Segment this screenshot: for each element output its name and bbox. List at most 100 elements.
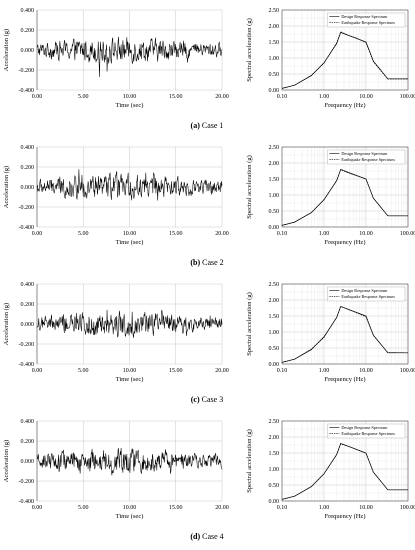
response-spectrum-chart-c: 2.50 2.00 1.50 1.00 0.50 0.000.10 1.00 10.00 100… (246, 282, 415, 383)
acceleration-trace (36, 36, 223, 77)
y-tick-label: 0.00 (269, 362, 280, 368)
y-axis-title: Spectral acceleration (g) (246, 429, 253, 493)
panel-caption: (c) Case 3 (191, 395, 223, 404)
y-tick-label: 1.00 (269, 56, 280, 62)
x-tick-label: 10.00 (123, 94, 137, 100)
y-tick-label: 0.00 (269, 225, 280, 231)
y-tick-label: -0.200 (19, 479, 35, 485)
legend-label: Design Response Spectrum (341, 425, 388, 430)
y-axis-title: Acceleration (g) (3, 166, 10, 208)
x-tick-label: 100.00 (400, 231, 415, 237)
y-axis-title: Acceleration (g) (3, 303, 10, 345)
x-tick-label: 10.00 (123, 231, 137, 237)
legend-box (327, 12, 406, 28)
panel-caption: (a) Case 1 (191, 121, 224, 130)
x-tick-label: 15.00 (169, 505, 183, 511)
x-tick-label: 0.00 (32, 368, 43, 374)
y-tick-label: 0.400 (21, 8, 35, 14)
y-tick-label: 0.000 (21, 48, 35, 54)
earthquake-spectrum-line (281, 169, 408, 226)
legend-label: Earthquake Response Spectrum (341, 20, 395, 25)
y-tick-label: 0.00 (269, 88, 280, 94)
legend-label: Earthquake Response Spectrum (341, 157, 395, 162)
legend-label: Design Response Spectrum (341, 151, 388, 156)
x-tick-label: 0.10 (277, 505, 288, 511)
x-tick-label: 15.00 (169, 368, 183, 374)
y-tick-label: 0.000 (21, 459, 35, 465)
response-spectrum-chart-b: 2.50 2.00 1.50 1.00 0.50 0.000.10 1.00 10.00 100… (246, 145, 415, 246)
legend-label: Earthquake Response Spectrum (341, 294, 395, 299)
y-tick-label: 0.000 (21, 322, 35, 328)
y-tick-label: 1.00 (269, 330, 280, 336)
panel-caption: (d) Case 4 (190, 532, 223, 541)
caption-text: Case 4 (200, 532, 224, 541)
x-tick-label: 5.00 (78, 368, 89, 374)
y-tick-label: 0.000 (21, 185, 35, 191)
plot-frame (281, 146, 409, 228)
x-tick-label: 5.00 (78, 94, 89, 100)
x-tick-label: 1.00 (319, 505, 330, 511)
x-tick-label: 10.00 (123, 368, 137, 374)
legend-box (327, 423, 406, 439)
y-axis-title: Acceleration (g) (3, 29, 10, 71)
y-tick-label: 2.50 (269, 419, 280, 425)
y-tick-label: -0.200 (19, 205, 35, 211)
y-axis-title: Spectral acceleration (g) (246, 18, 253, 82)
y-tick-label: -0.400 (19, 225, 35, 231)
x-axis-title: Time (sec) (116, 513, 144, 520)
acceleration-trace (36, 309, 223, 338)
y-tick-label: 0.00 (269, 499, 280, 505)
x-tick-label: 1.00 (319, 231, 330, 237)
earthquake-spectrum-line (281, 31, 408, 89)
y-tick-label: -0.200 (19, 68, 35, 74)
x-tick-label: 1.00 (319, 368, 330, 374)
acceleration-trace (36, 448, 223, 476)
acceleration-trace (36, 169, 223, 201)
x-tick-label: 0.10 (277, 368, 288, 374)
x-tick-label: 20.00 (215, 505, 229, 511)
x-tick-label: 5.00 (78, 231, 89, 237)
y-axis-title: Acceleration (g) (3, 440, 10, 482)
x-axis-title: Time (sec) (116, 102, 144, 109)
design-spectrum-line (281, 168, 408, 226)
response-spectrum-chart-a: 2.50 2.00 1.50 1.00 0.50 0.000.10 1.00 10.00 100… (246, 8, 415, 109)
plot-frame (281, 420, 409, 502)
caption-text: Case 1 (200, 121, 224, 130)
y-tick-label: 2.50 (269, 145, 280, 151)
x-tick-label: 15.00 (169, 231, 183, 237)
earthquake-spectrum-line (281, 443, 408, 500)
y-tick-label: 0.50 (269, 209, 280, 215)
response-spectrum-chart-d: 2.50 2.00 1.50 1.00 0.50 0.000.10 1.00 10.00 100… (246, 419, 415, 520)
y-tick-label: 1.00 (269, 467, 280, 473)
x-axis-title: Frequency (Hz) (325, 239, 366, 246)
y-tick-label: 2.00 (269, 161, 280, 167)
x-tick-label: 0.10 (277, 94, 288, 100)
x-tick-label: 1.00 (319, 94, 330, 100)
y-tick-label: 1.00 (269, 193, 280, 199)
y-tick-label: -0.400 (19, 499, 35, 505)
y-tick-label: 2.00 (269, 435, 280, 441)
y-tick-label: 0.50 (269, 483, 280, 489)
caption-letter: (c) (191, 395, 200, 404)
x-tick-label: 10.00 (359, 94, 373, 100)
plot-frame (281, 9, 409, 91)
y-tick-label: -0.400 (19, 362, 35, 368)
design-spectrum-line (281, 442, 408, 500)
panel-caption: (b) Case 2 (190, 258, 223, 267)
legend-box (327, 286, 406, 302)
y-tick-label: 0.400 (21, 145, 35, 151)
x-axis-title: Time (sec) (116, 376, 144, 383)
x-tick-label: 10.00 (359, 505, 373, 511)
x-tick-label: 100.00 (400, 368, 415, 374)
x-tick-label: 0.10 (277, 231, 288, 237)
y-tick-label: 0.200 (21, 28, 35, 34)
y-tick-label: -0.200 (19, 342, 35, 348)
x-tick-label: 15.00 (169, 94, 183, 100)
y-tick-label: 2.50 (269, 282, 280, 288)
y-tick-label: 0.400 (21, 282, 35, 288)
y-tick-label: 1.50 (269, 40, 280, 46)
plot-frame (281, 283, 409, 365)
x-tick-label: 10.00 (123, 505, 137, 511)
